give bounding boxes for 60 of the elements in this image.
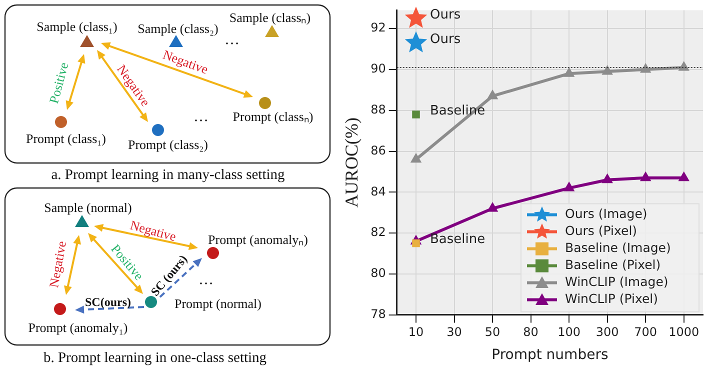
text: Prompt (class₁) (26, 131, 106, 146)
text: Prompt (anomalyₙ) (208, 232, 308, 247)
point (563, 182, 575, 192)
x-tick-label: 100 (558, 325, 581, 340)
x-axis-title: Prompt numbers (492, 347, 608, 364)
x-tick-label: 80 (523, 325, 538, 340)
text: Sample (class₂) (138, 21, 218, 36)
text: Sample (normal) (44, 200, 132, 215)
text: b. Prompt learning in one-class setting (43, 350, 267, 366)
x-tick-label: 700 (634, 325, 658, 340)
point (640, 171, 652, 182)
y-tick-label: 88 (370, 102, 386, 116)
point (404, 6, 428, 28)
point (678, 60, 690, 71)
point (563, 67, 575, 77)
point (410, 152, 422, 163)
text: Prompt (classₙ) (232, 109, 314, 124)
x-tick-label: 10 (408, 325, 424, 340)
text: SC(ours) (84, 295, 132, 309)
text: Negative (128, 217, 178, 244)
text: Prompt (class₂) (128, 137, 208, 152)
point (486, 90, 498, 100)
text: Prompt (normal) (174, 296, 262, 311)
text: … (198, 272, 214, 288)
y-tick-label: 80 (370, 266, 386, 280)
legend-label: Ours (Pixel) (565, 223, 638, 238)
y-axis-title: AUROC(%) (342, 118, 362, 208)
legend-label: Baseline (Pixel) (565, 257, 661, 272)
x-tick-label: 300 (596, 325, 619, 340)
legend-label: WinCLIP (Pixel) (565, 291, 658, 306)
point (602, 65, 613, 75)
annotation: Ours (430, 7, 461, 22)
x-tick-label: 1000 (668, 325, 700, 340)
y-tick-label: 82 (370, 225, 386, 240)
y-tick-label: 92 (370, 20, 386, 35)
x-tick-label: 30 (446, 325, 462, 340)
text: … (224, 32, 240, 48)
text: a. Prompt learning in many-class setting (51, 167, 285, 183)
y-tick-label: 90 (370, 62, 386, 76)
point (602, 173, 613, 184)
y-tick-label: 84 (370, 184, 386, 198)
x-tick-label: 50 (484, 325, 500, 340)
point (640, 62, 652, 73)
point (486, 202, 498, 212)
text: Sample (classₙ) (229, 10, 311, 25)
annotation: Baseline (430, 103, 486, 118)
text: Negative (46, 240, 70, 289)
point (678, 171, 690, 182)
text: Sample (class₁) (36, 19, 118, 34)
legend-label: Ours (Image) (565, 206, 648, 222)
text: Prompt (anomaly₁) (28, 320, 128, 335)
y-tick-label: 86 (370, 143, 386, 158)
y-tick-label: 78 (370, 306, 386, 321)
legend-label: WinCLIP (Image) (565, 274, 668, 290)
point (404, 31, 428, 52)
text: … (194, 109, 208, 125)
annotation: Baseline (430, 232, 486, 248)
legend-label: Baseline (Image) (565, 240, 671, 256)
text: Positive (46, 60, 72, 106)
annotation: Ours (430, 32, 461, 47)
